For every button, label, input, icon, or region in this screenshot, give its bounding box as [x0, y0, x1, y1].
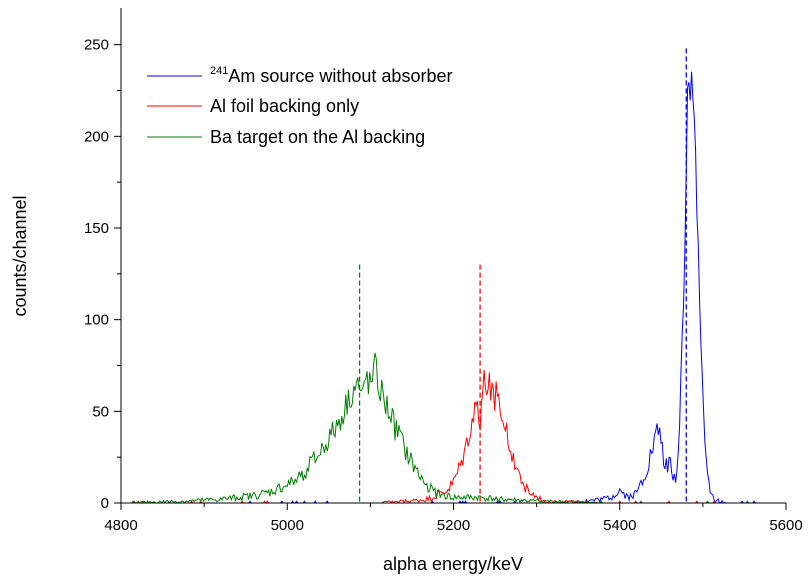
legend-label-am-sup: 241 — [210, 65, 228, 77]
series-line-al-foil — [121, 369, 785, 503]
x-tick-label-4: 5600 — [769, 517, 802, 534]
x-tick-label-1: 5000 — [271, 517, 304, 534]
legend: 241Am source without absorber Al foil ba… — [147, 65, 452, 147]
ticks: 4800 5000 5200 5400 5600 0 50 100 150 200 250 — [84, 37, 803, 534]
y-tick-label-3: 150 — [84, 220, 109, 237]
legend-label-am: 241Am source without absorber — [210, 65, 452, 86]
legend-label-al: Al foil backing only — [210, 96, 359, 116]
y-tick-label-0: 0 — [101, 495, 109, 512]
x-axis-title: alpha energy/keV — [383, 554, 523, 574]
series-line-am-source — [121, 71, 785, 503]
marker-layer — [358, 48, 687, 503]
y-tick-label-1: 50 — [92, 403, 109, 420]
x-tick-label-2: 5200 — [437, 517, 470, 534]
legend-label-am-text: Am source without absorber — [228, 66, 452, 86]
legend-label-ba: Ba target on the Al backing — [210, 127, 425, 147]
series-line-ba-target — [121, 352, 785, 503]
x-tick-label-3: 5400 — [603, 517, 636, 534]
y-tick-label-4: 200 — [84, 128, 109, 145]
y-tick-label-5: 250 — [84, 37, 109, 54]
series-layer — [121, 71, 785, 503]
x-tick-label-0: 4800 — [104, 517, 137, 534]
y-tick-label-2: 100 — [84, 312, 109, 329]
y-axis-title: counts/channel — [10, 195, 30, 316]
